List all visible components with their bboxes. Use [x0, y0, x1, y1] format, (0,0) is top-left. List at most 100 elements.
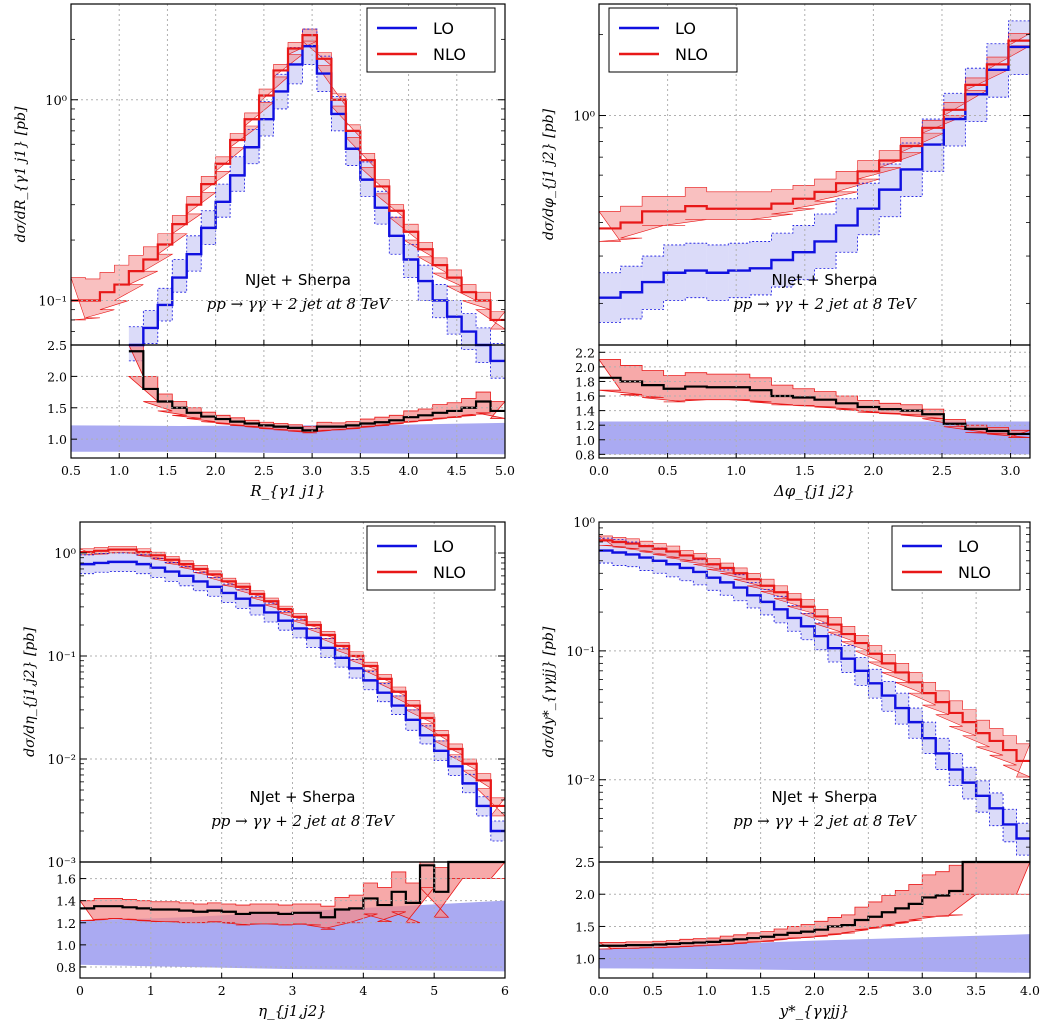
ratio-y-tick-label: 1.0: [56, 938, 76, 953]
y-axis-label: dσ/dη_{j1,j2} [pb]: [22, 627, 38, 757]
ratio-y-tick-label: 2.5: [575, 855, 595, 870]
annotation-title: NJet + Sherpa: [245, 271, 351, 289]
lo-upper-envelope: [128, 28, 505, 344]
x-tick-label: 0.5: [658, 463, 678, 478]
ratio-y-tick-label: 2.2: [575, 345, 595, 360]
ratio-y-tick-label: 2.0: [47, 369, 67, 384]
lo-upper-envelope: [599, 20, 1030, 274]
annotation-process: pp → γγ + 2 jet at 8 TeV: [733, 812, 918, 830]
x-tick-label: 1.0: [109, 463, 129, 478]
legend-label-lo: LO: [958, 537, 979, 556]
y-tick-label: 10⁻¹: [47, 650, 76, 665]
ratio-y-tick-label: 1.4: [575, 404, 595, 419]
x-tick-label: 4.5: [447, 463, 467, 478]
lo-band-bin: [172, 259, 187, 293]
chart-panel-4: 0.0 0.5 1.0 1.5 2.0 2.5 3.0 3.5 4.0 10⁰ 10⁻¹ 10⁻² 1.…: [541, 516, 1040, 1020]
legend: LO NLO: [608, 7, 738, 73]
annotation-title: NJet + Sherpa: [250, 788, 356, 806]
y-tick-label: 10⁻¹: [38, 294, 67, 309]
legend-label-nlo: NLO: [433, 563, 466, 582]
lo-series-line: [599, 45, 1030, 299]
ratio-nlo-band: [599, 861, 1030, 950]
ratio-y-tick-label: 1.8: [575, 374, 595, 389]
y-tick-label: 10⁰: [54, 547, 76, 562]
ratio-series-line: [599, 376, 1030, 436]
ratio-y-tick-label: 1.0: [575, 433, 595, 448]
x-tick-label: 6: [501, 983, 509, 998]
x-tick-label: 2.5: [254, 463, 274, 478]
x-tick-label: 2.0: [206, 463, 226, 478]
x-tick-label: 3.0: [302, 463, 322, 478]
x-tick-label: 2.0: [863, 463, 883, 478]
ratio-y-tick-label: 0.8: [575, 447, 595, 462]
ratio-y-tick-label: 1.6: [575, 389, 595, 404]
lo-band-bin: [230, 156, 245, 192]
x-tick-label: 3: [289, 983, 297, 998]
x-tick-label: 4: [359, 983, 367, 998]
x-tick-label: 0.5: [61, 463, 81, 478]
chart-panel-1: 0.5 1.0 1.5 2.0 2.5 3.0 3.5 4.0 4.5 5.0 10⁰ 10⁻¹ 1.0…: [13, 3, 515, 500]
legend: LO NLO: [366, 7, 496, 73]
ratio-y-tick-label: 2.0: [575, 360, 595, 375]
lo-band-bin: [403, 244, 419, 278]
ratio-y-tick-label: 1.5: [575, 919, 595, 934]
x-tick-label: 4.0: [399, 463, 419, 478]
x-tick-label: 5.0: [495, 463, 515, 478]
legend-box: [366, 525, 496, 591]
chart-panel-3: 0 1 2 3 4 5 6 10⁰ 10⁻¹ 10⁻² 10⁻³ 0.8 1.0 1.2 1.4 1.6 η_{…: [22, 521, 509, 1020]
legend-label-nlo: NLO: [958, 563, 991, 582]
ratio-y-tick-label: 1.5: [47, 401, 67, 416]
x-tick-label: 1.0: [726, 463, 746, 478]
x-tick-label: 5: [430, 983, 438, 998]
y-axis-label: dσ/dy*_{γγjj} [pb]: [541, 626, 557, 757]
y-tick-label: 10⁰: [573, 516, 595, 531]
y-axis-label: dσ/dφ_{j1 j2} [pb]: [541, 108, 557, 240]
chart-panel-2: 0.0 0.5 1.0 1.5 2.0 2.5 3.010⁰0.81.01.21.41.61…: [541, 3, 1031, 500]
y-axis-label: dσ/dR_{γ1 j1} [pb]: [13, 106, 29, 242]
ratio-series-line: [599, 860, 1030, 947]
ratio-series-line: [128, 350, 505, 432]
x-tick-label: 1.5: [751, 983, 771, 998]
legend-box: [608, 7, 738, 73]
ratio-lo-band: [599, 421, 1030, 455]
ratio-y-tick-label: 1.0: [47, 432, 67, 447]
legend: LO NLO: [891, 525, 1021, 591]
x-tick-label: 2: [218, 983, 226, 998]
y-tick-label: 10⁻²: [47, 753, 76, 768]
annotation-process: pp → γγ + 2 jet at 8 TeV: [211, 812, 396, 830]
lo-lower-envelope: [599, 562, 1030, 856]
x-tick-label: 3.0: [912, 983, 932, 998]
legend-label-lo: LO: [675, 19, 696, 38]
annotation-process: pp → γγ + 2 jet at 8 TeV: [733, 295, 918, 313]
x-tick-label: 0: [76, 983, 84, 998]
x-tick-label: 0.5: [643, 983, 663, 998]
annotation-title: NJet + Sherpa: [772, 788, 878, 806]
ratio-frame: [70, 344, 506, 459]
x-axis-label: R_{γ1 j1}: [249, 482, 325, 500]
lo-upper-envelope: [599, 537, 1030, 824]
x-tick-label: 1: [147, 983, 155, 998]
x-tick-label: 1.5: [795, 463, 815, 478]
x-tick-label: 0.0: [589, 463, 609, 478]
legend-box: [366, 7, 496, 73]
legend-label-lo: LO: [433, 19, 454, 38]
legend: LO NLO: [366, 525, 496, 591]
lo-band-bin: [418, 265, 433, 301]
legend-label-nlo: NLO: [433, 45, 466, 64]
y-tick-label: 10⁻¹: [566, 645, 595, 660]
ratio-y-tick-label: 1.6: [56, 872, 76, 887]
x-axis-label: Δφ_{j1 j2}: [773, 482, 855, 500]
nlo-series-line: [71, 33, 505, 322]
x-tick-label: 2.0: [805, 983, 825, 998]
ratio-y-tick-label: 2.5: [47, 338, 67, 353]
ratio-nlo-band: [127, 344, 505, 434]
annotation-process: pp → γγ + 2 jet at 8 TeV: [207, 295, 392, 313]
ratio-y-tick-label: 1.2: [575, 418, 595, 433]
plot-area: [80, 546, 505, 972]
x-tick-label: 3.5: [966, 983, 986, 998]
x-axis-label: y*_{γγjj}: [779, 1002, 850, 1020]
y-tick-label: 10⁰: [45, 94, 67, 109]
legend-label-nlo: NLO: [675, 45, 708, 64]
ratio-lo-band: [71, 422, 505, 455]
